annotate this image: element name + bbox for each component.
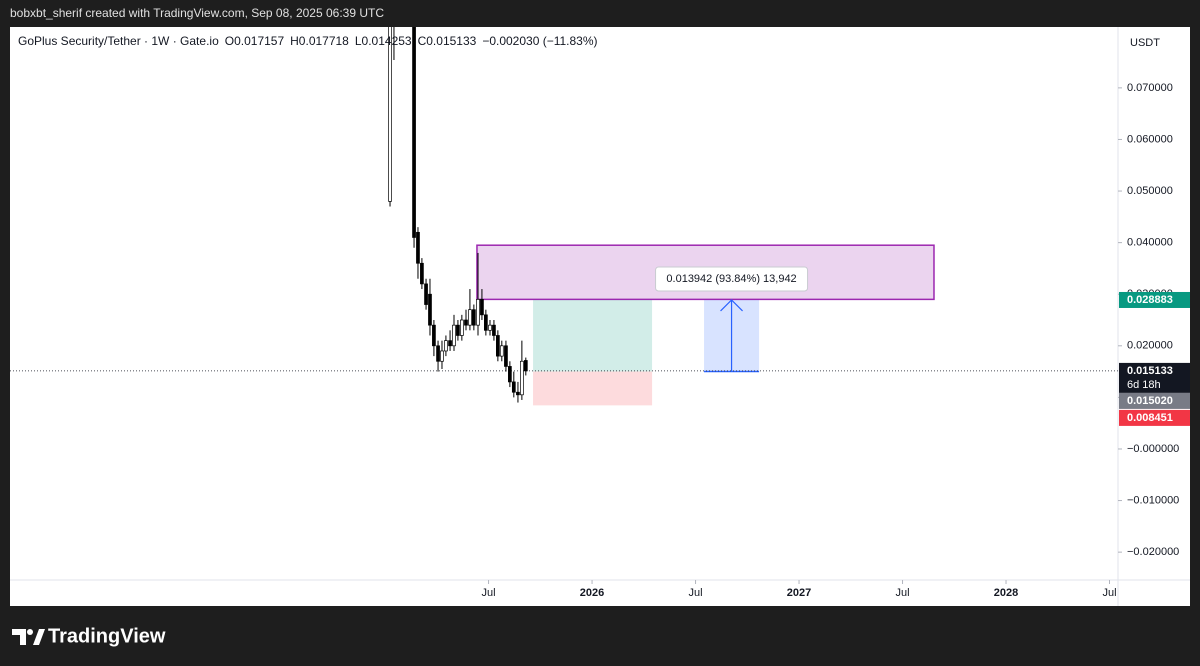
candle-body	[468, 309, 472, 326]
countdown: 6d 18h	[1127, 379, 1161, 391]
candle-body	[416, 231, 420, 264]
stop-price-bg	[1119, 409, 1190, 426]
plot: 0.013942 (93.84%) 13,942	[10, 27, 1118, 406]
candle-body	[492, 324, 496, 336]
candle-body	[496, 335, 500, 357]
y-tick-label: 0.060000	[1127, 133, 1173, 145]
brand-logo	[12, 629, 45, 645]
candle-body	[444, 340, 448, 352]
candle-body	[472, 309, 476, 326]
candle-body	[388, 27, 392, 202]
y-tick-label: 0.050000	[1127, 185, 1173, 197]
stop-price: 0.008451	[1127, 412, 1173, 424]
last-price: 0.015133	[1127, 365, 1173, 377]
candle-body	[420, 262, 424, 285]
candle-body	[484, 314, 488, 331]
legend-header: GoPlus Security/Tether · 1W · Gate.io O0.…	[18, 34, 598, 48]
low: L0.014253	[355, 34, 412, 48]
x-tick-label: 2028	[994, 587, 1018, 599]
currency: USDT	[1130, 37, 1160, 49]
candle-body	[516, 391, 520, 396]
x-tick-label: 2026	[580, 587, 604, 599]
last-price-bg	[1119, 362, 1190, 393]
candle-body	[412, 27, 416, 238]
candle-body	[508, 366, 512, 383]
entry-price: 0.015020	[1127, 395, 1173, 407]
candle-body	[448, 340, 452, 347]
candle-body	[452, 324, 456, 347]
close: C0.015133	[418, 34, 477, 48]
target-price-bg	[1119, 291, 1190, 308]
x-tick-label: Jul	[689, 587, 703, 599]
profit-zone	[533, 299, 653, 372]
x-tick-label: Jul	[1102, 587, 1116, 599]
candle-body	[464, 319, 468, 326]
candle-body	[456, 324, 460, 336]
candle-body	[523, 360, 528, 372]
y-tick-label: −0.020000	[1127, 546, 1179, 558]
candle-body	[499, 345, 504, 357]
candle-body	[520, 360, 524, 396]
measure-arrowhead	[720, 299, 743, 312]
measure-label: 0.013942 (93.84%) 13,942	[666, 273, 796, 285]
candle-body	[428, 293, 432, 326]
candle-body	[424, 283, 428, 305]
x-tick-label: 2027	[787, 587, 811, 599]
candle-body	[476, 299, 480, 326]
candle-body	[480, 299, 484, 316]
candle-body	[504, 345, 508, 367]
entry-price-bg	[1119, 392, 1190, 409]
candle-body	[432, 324, 436, 347]
candle-body	[436, 345, 440, 362]
attribution: bobxbt_sherif created with TradingView.c…	[10, 6, 384, 20]
open: O0.017157	[225, 34, 285, 48]
candle-body	[460, 319, 464, 336]
x-tick-label: Jul	[482, 587, 496, 599]
target-price: 0.028883	[1127, 294, 1173, 306]
brand: TradingView	[48, 625, 166, 647]
y-tick-label: 0.020000	[1127, 340, 1173, 352]
candle-body	[511, 381, 516, 393]
candle-body	[488, 324, 492, 331]
y-tick-label: −0.010000	[1127, 494, 1179, 506]
chart-area	[10, 27, 1190, 606]
change: −0.002030 (−11.83%)	[482, 34, 597, 48]
x-tick-label: Jul	[895, 587, 909, 599]
symbol: GoPlus Security/Tether · 1W · Gate.io	[18, 34, 219, 48]
loss-zone	[533, 371, 653, 406]
y-tick-label: 0.070000	[1127, 82, 1173, 94]
y-tick-label: 0.040000	[1127, 237, 1173, 249]
candle-body	[440, 350, 444, 362]
y-tick-label: −0.000000	[1127, 443, 1179, 455]
measure-label-box	[655, 266, 809, 292]
high: H0.017718	[290, 34, 349, 48]
